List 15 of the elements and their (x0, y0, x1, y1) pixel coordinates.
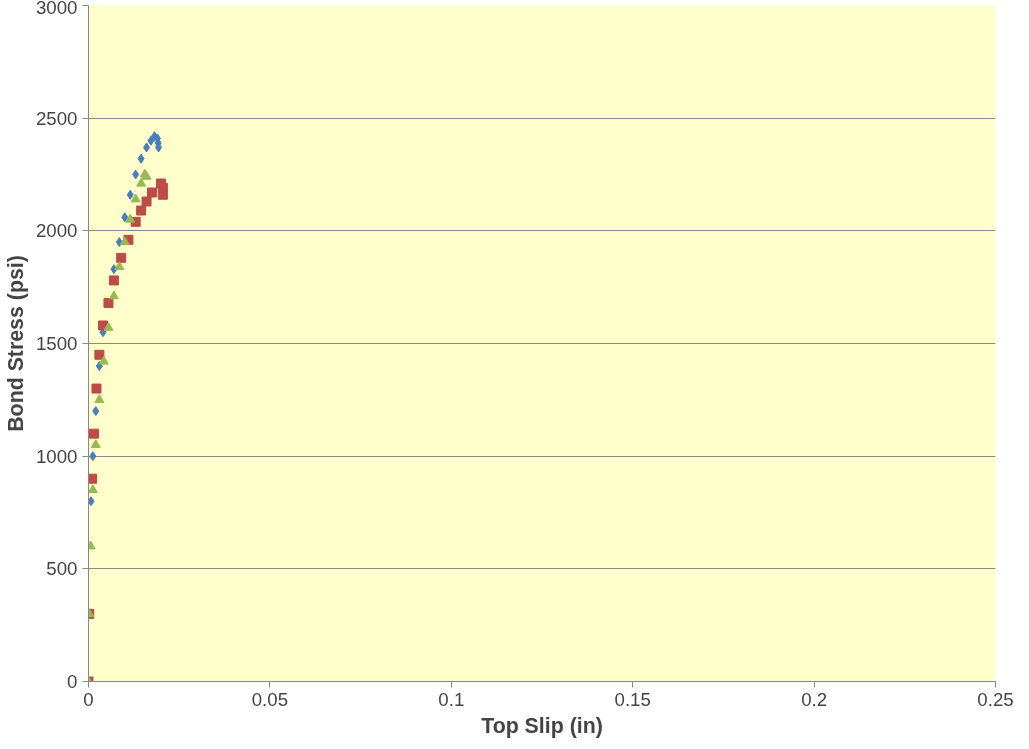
x-tick-label: 0.05 (251, 688, 289, 710)
y-tick-label: 2000 (36, 220, 78, 242)
x-axis-title: Top Slip (in) (481, 713, 603, 738)
y-tick-label: 1000 (36, 445, 78, 467)
y-tick-label: 500 (46, 558, 78, 580)
x-tick-label: 0.1 (438, 688, 465, 710)
y-axis-title: Bond Stress (psi) (4, 255, 28, 432)
y-tick-label: 1500 (36, 333, 78, 354)
y-tick-label: 3000 (36, 0, 78, 18)
x-tick-label: 0.25 (977, 688, 1014, 710)
x-tick-label: 0.15 (614, 688, 651, 710)
y-tick-label: 2500 (36, 107, 78, 129)
x-tick-label: 0.2 (801, 688, 828, 710)
y-tick-label: 0 (67, 671, 78, 692)
x-tick-label: 0 (83, 688, 94, 710)
